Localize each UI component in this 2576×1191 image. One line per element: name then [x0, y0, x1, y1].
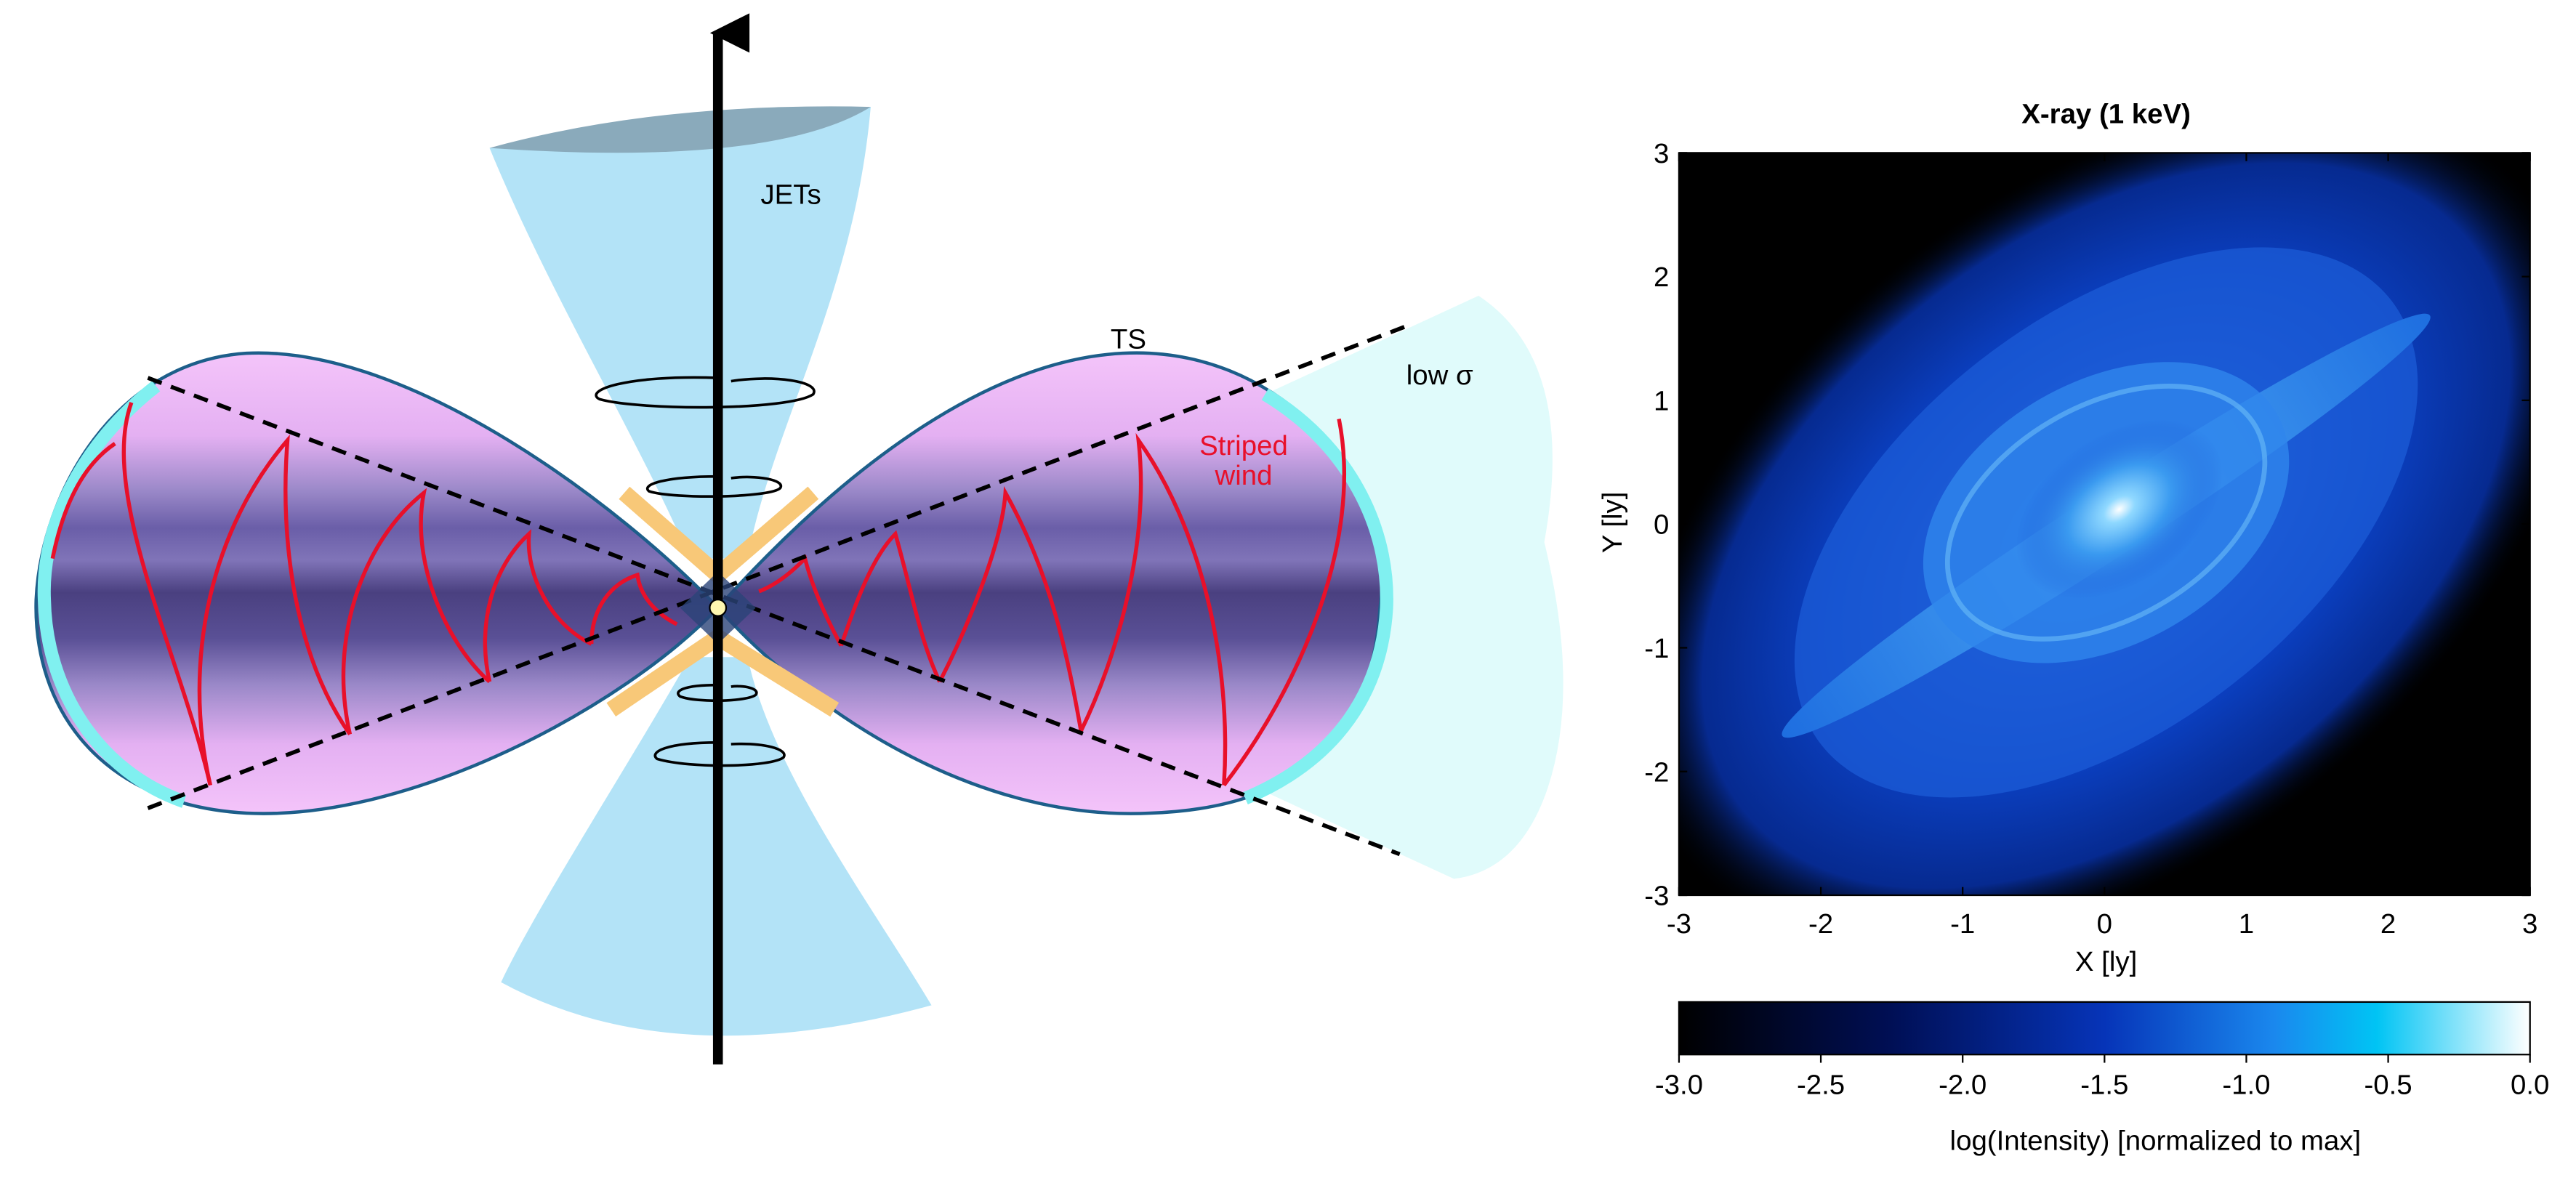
x-tick-label: -2	[1808, 908, 1833, 940]
colorbar-tick-label: 0.0	[2511, 1069, 2549, 1100]
stripe	[341, 488, 491, 735]
stripe	[839, 530, 942, 683]
y-tick-label: 2	[1654, 262, 1669, 293]
colorbar-tick-label: -1.5	[2080, 1069, 2128, 1100]
colorbar-tick-label: -0.5	[2364, 1069, 2412, 1100]
striped-wind-lines	[50, 402, 1346, 787]
stripe	[1079, 432, 1228, 786]
x-tick-label: -1	[1950, 908, 1975, 940]
y-tick-label: 3	[1654, 138, 1669, 169]
x-tick-label: 0	[2097, 908, 2112, 940]
wind-label: wind	[1214, 460, 1272, 491]
colorbar-tick-label: -2.5	[1797, 1069, 1845, 1100]
jets-label: JETs	[760, 179, 821, 210]
y-tick-label: -1	[1644, 633, 1669, 664]
x-tick-label: -3	[1667, 908, 1691, 940]
inner-ring	[1944, 383, 2268, 642]
shock-edge	[1242, 388, 1393, 804]
stripe	[483, 529, 592, 682]
striped-label: Striped	[1199, 430, 1288, 461]
colorbar-tick-label: -1.0	[2222, 1069, 2270, 1100]
y-axis-label: Y [ly]	[1597, 492, 1628, 554]
image	[1678, 153, 2530, 895]
ring	[646, 475, 783, 498]
ring	[595, 376, 816, 409]
y-tick-label: -3	[1644, 881, 1669, 912]
stripe	[938, 485, 1083, 732]
y-tick-label: -2	[1644, 756, 1669, 788]
lobe-left	[34, 351, 720, 815]
y-tick-label: 1	[1654, 385, 1669, 416]
ts-label: TS	[1111, 323, 1146, 355]
colorbar-tick-label: -3.0	[1655, 1069, 1703, 1100]
shock-edge	[37, 381, 187, 808]
colorbar-label: log(Intensity) [normalized to max]	[1950, 1125, 2362, 1156]
x-axis-label: X [ly]	[2075, 946, 2137, 977]
jet-upper	[489, 107, 871, 559]
pulsar	[709, 599, 728, 617]
x-tick-label: 3	[2522, 908, 2537, 940]
core	[2016, 419, 2223, 599]
lobe-right	[715, 351, 1384, 815]
dashed-line	[147, 376, 1401, 857]
stripe	[50, 442, 116, 560]
xray-panel: X-ray (1 keV) X [ly] Y [ly] log(Intensit…	[1597, 99, 2550, 1157]
colorbar-tick-label: -2.0	[1939, 1069, 1987, 1100]
stripe	[121, 402, 212, 786]
colorbar	[1678, 1001, 2531, 1056]
stripe	[1222, 418, 1346, 787]
diagram: JETs TS low σ Striped wind	[34, 13, 1563, 1065]
stripe	[197, 434, 352, 786]
jet-top-cap	[489, 106, 871, 153]
x-tick-label: 2	[2380, 908, 2396, 940]
stripe	[758, 554, 843, 647]
x-tick-label: 1	[2239, 908, 2254, 940]
low-sigma-label: low σ	[1406, 360, 1473, 391]
chart-title: X-ray (1 keV)	[2021, 99, 2191, 130]
dashed-line	[147, 321, 1414, 810]
y-tick-label: 0	[1654, 509, 1669, 541]
